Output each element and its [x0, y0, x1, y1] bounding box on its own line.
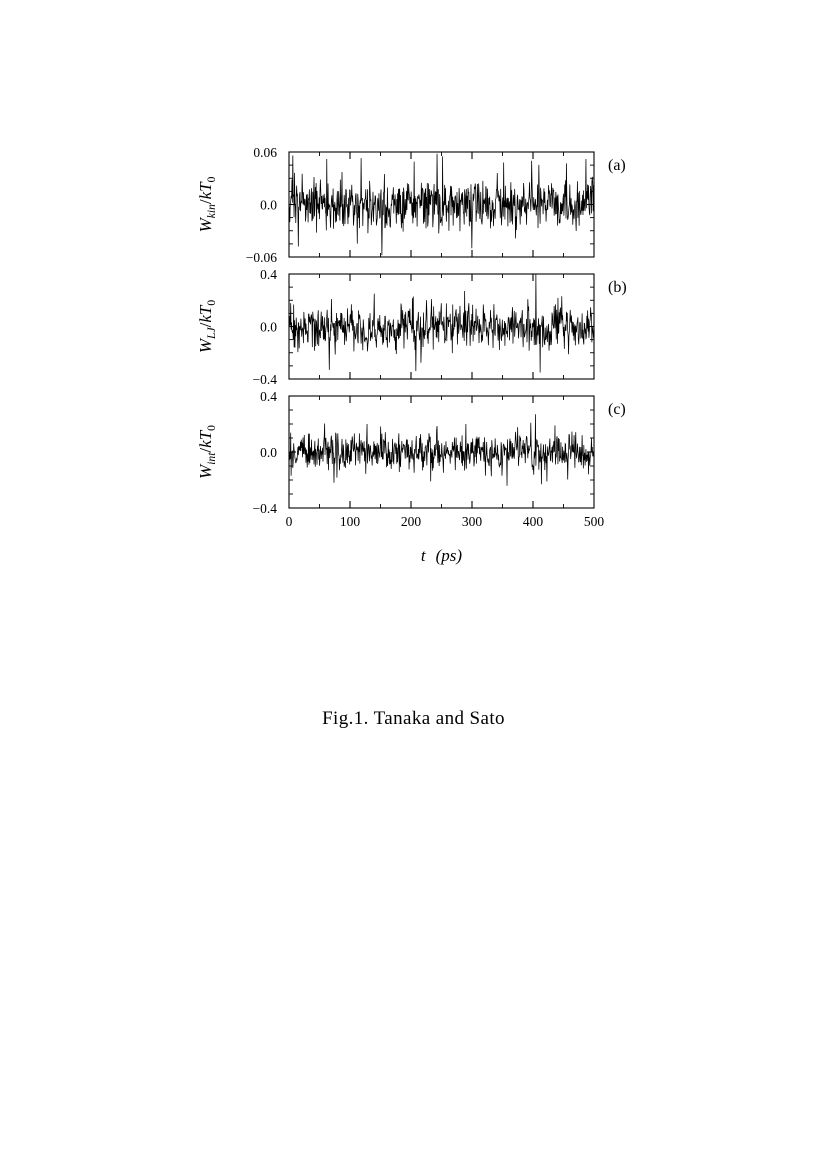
- data-trace: [289, 153, 594, 256]
- y-tick-label: 0.0: [260, 445, 277, 460]
- data-trace: [289, 274, 594, 373]
- y-tick-label: −0.4: [253, 372, 278, 387]
- plot-panel-c: 0.4 0.0 −0.4 Wint/kT0 (c): [196, 389, 626, 516]
- y-tick-label: −0.06: [246, 250, 277, 265]
- x-tick-label: 500: [584, 514, 605, 529]
- y-tick-label: 0.0: [260, 320, 277, 335]
- panel-tag-a: (a): [608, 157, 626, 174]
- plot-panel-b: 0.4 0.0 −0.4 WLJ/kT0 (b): [196, 267, 627, 387]
- x-axis-group: 0 100 200 300 400 500 t (ps): [286, 514, 605, 565]
- x-tick-label: 100: [340, 514, 361, 529]
- y-axis-title: Wint/kT0: [196, 425, 218, 479]
- panel-tag-b: (b): [608, 279, 627, 296]
- x-tick-label: 200: [401, 514, 422, 529]
- plot-panel-stack: 0.06 0.0 −0.06 Wkin/kT0 (a) 0.4 0.0 −0.4 WLJ/kT0…: [196, 145, 627, 565]
- data-trace: [289, 414, 594, 486]
- multi-panel-plot: 0.06 0.0 −0.06 Wkin/kT0 (a) 0.4 0.0 −0.4 WLJ/kT0…: [196, 145, 627, 565]
- y-tick-label: −0.4: [253, 501, 278, 516]
- figure-caption: Fig.1. Tanaka and Sato: [322, 708, 505, 729]
- x-tick-label: 300: [462, 514, 483, 529]
- y-axis-title: Wkin/kT0: [196, 176, 218, 232]
- x-axis-title: t (ps): [421, 546, 463, 565]
- plot-panel-a: 0.06 0.0 −0.06 Wkin/kT0 (a): [196, 145, 626, 265]
- y-tick-label: 0.4: [260, 389, 277, 404]
- x-tick-label: 400: [523, 514, 544, 529]
- panel-tag-c: (c): [608, 401, 626, 418]
- x-tick-label: 0: [286, 514, 293, 529]
- y-tick-label: 0.06: [253, 145, 277, 160]
- y-axis-title: WLJ/kT0: [196, 300, 218, 353]
- y-tick-label: 0.0: [260, 198, 277, 213]
- y-tick-label: 0.4: [260, 267, 277, 282]
